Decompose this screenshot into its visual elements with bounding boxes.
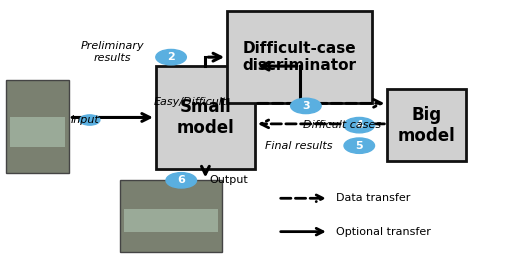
Text: 5: 5 — [355, 141, 362, 151]
FancyBboxPatch shape — [120, 180, 221, 252]
Text: 3: 3 — [301, 101, 309, 111]
Text: Data transfer: Data transfer — [336, 193, 410, 203]
Text: Difficult-case
discriminator: Difficult-case discriminator — [242, 41, 356, 73]
FancyBboxPatch shape — [6, 80, 69, 173]
FancyBboxPatch shape — [10, 117, 65, 147]
Text: Preliminary
results: Preliminary results — [80, 41, 144, 63]
FancyBboxPatch shape — [386, 89, 465, 161]
Circle shape — [165, 173, 196, 188]
Text: Difficult cases: Difficult cases — [303, 120, 381, 130]
Text: 4: 4 — [355, 120, 362, 130]
FancyBboxPatch shape — [156, 66, 254, 169]
Circle shape — [344, 117, 374, 133]
Text: Input: Input — [71, 115, 100, 125]
Text: Optional transfer: Optional transfer — [336, 227, 431, 237]
Text: Final results: Final results — [265, 141, 332, 151]
FancyBboxPatch shape — [124, 209, 217, 232]
Circle shape — [79, 115, 100, 125]
Text: Easy/Difficult: Easy/Difficult — [154, 97, 227, 107]
Text: Big
model: Big model — [397, 106, 455, 144]
FancyBboxPatch shape — [227, 11, 371, 103]
Circle shape — [290, 98, 321, 114]
Text: 2: 2 — [167, 52, 175, 62]
Text: 6: 6 — [177, 175, 185, 185]
Text: Small
model: Small model — [176, 98, 234, 137]
Text: Output: Output — [209, 175, 247, 185]
Circle shape — [344, 138, 374, 153]
Circle shape — [156, 50, 186, 65]
